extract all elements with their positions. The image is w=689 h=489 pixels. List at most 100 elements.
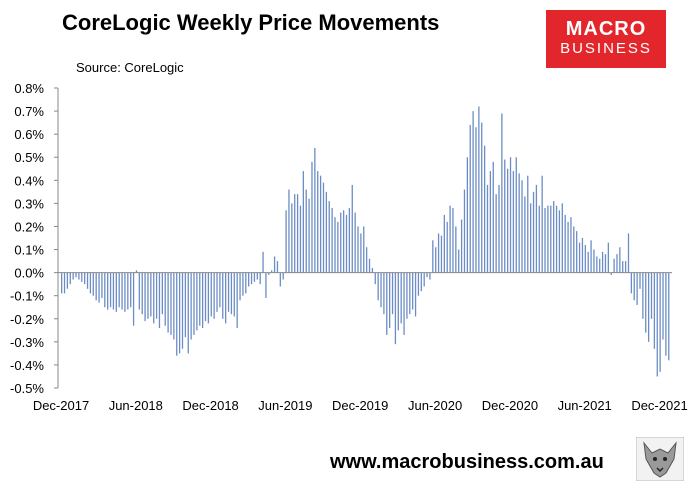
data-bar bbox=[469, 124, 471, 273]
data-bar bbox=[610, 272, 612, 275]
data-bar bbox=[578, 242, 581, 273]
data-bar bbox=[150, 272, 152, 317]
data-bar bbox=[624, 261, 627, 273]
data-bar bbox=[227, 272, 230, 312]
data-bar bbox=[590, 240, 592, 273]
data-bar bbox=[337, 221, 339, 273]
y-tick-label: 0.1% bbox=[14, 243, 44, 258]
data-bar bbox=[458, 249, 460, 273]
data-bar bbox=[368, 258, 371, 273]
data-bar bbox=[115, 272, 117, 312]
data-bar bbox=[242, 272, 244, 296]
data-bar bbox=[475, 127, 477, 273]
data-bar bbox=[78, 272, 80, 280]
data-bar bbox=[383, 272, 385, 315]
data-bar bbox=[544, 208, 546, 273]
data-bar bbox=[466, 157, 468, 273]
data-bar bbox=[406, 272, 408, 319]
data-bar bbox=[92, 272, 94, 296]
data-bar bbox=[245, 272, 247, 294]
data-bar bbox=[61, 272, 63, 294]
data-bar bbox=[296, 194, 299, 273]
data-bar bbox=[222, 272, 224, 319]
data-bar bbox=[236, 272, 238, 328]
x-tick-label: Jun-2020 bbox=[408, 398, 462, 413]
data-bar bbox=[167, 272, 169, 333]
data-bar bbox=[587, 251, 589, 273]
data-bar bbox=[279, 272, 281, 287]
data-bar bbox=[642, 272, 644, 319]
data-bar bbox=[515, 157, 517, 273]
data-bar bbox=[446, 221, 448, 273]
data-bar bbox=[455, 226, 457, 273]
data-bar bbox=[331, 208, 333, 273]
data-bar bbox=[509, 157, 512, 273]
data-bar bbox=[653, 272, 656, 349]
x-tick-label: Jun-2021 bbox=[558, 398, 612, 413]
data-bar bbox=[541, 175, 543, 273]
data-bar bbox=[389, 272, 391, 328]
data-bar bbox=[225, 272, 227, 324]
data-bar bbox=[305, 189, 307, 273]
data-bar bbox=[342, 210, 345, 273]
macrobusiness-logo: MACRO BUSINESS bbox=[546, 10, 666, 68]
y-tick-label: 0.0% bbox=[14, 266, 44, 281]
data-bar bbox=[230, 272, 233, 315]
data-bar bbox=[288, 189, 290, 273]
data-bar bbox=[210, 272, 212, 317]
data-bar bbox=[101, 272, 103, 298]
data-bar bbox=[317, 171, 319, 273]
data-bar bbox=[478, 106, 480, 273]
data-bar bbox=[132, 272, 135, 326]
data-bar bbox=[535, 184, 538, 273]
data-bar bbox=[181, 272, 184, 349]
data-bar bbox=[351, 184, 353, 273]
data-bar bbox=[204, 272, 207, 322]
data-bar bbox=[354, 212, 356, 273]
data-bar bbox=[138, 272, 140, 310]
data-bar bbox=[121, 272, 123, 310]
y-tick-label: 0.8% bbox=[14, 81, 44, 96]
data-bar bbox=[282, 272, 284, 280]
data-bar bbox=[423, 272, 425, 287]
data-bar bbox=[248, 272, 250, 287]
data-bar bbox=[596, 256, 598, 273]
data-bar bbox=[601, 251, 604, 273]
data-bar bbox=[325, 191, 328, 273]
data-bar bbox=[662, 272, 664, 340]
y-tick-label: 0.2% bbox=[14, 219, 44, 234]
data-bar bbox=[530, 203, 532, 273]
data-bar bbox=[564, 214, 566, 273]
data-bar bbox=[538, 205, 540, 273]
data-bar bbox=[104, 272, 106, 308]
data-bar bbox=[409, 272, 411, 315]
data-bar bbox=[656, 272, 658, 377]
data-bar bbox=[256, 272, 258, 280]
data-bar bbox=[319, 175, 322, 273]
y-tick-label: -0.1% bbox=[10, 289, 44, 304]
data-bar bbox=[299, 205, 302, 273]
data-bar bbox=[380, 272, 382, 308]
data-bar bbox=[314, 148, 316, 273]
data-bar bbox=[584, 244, 586, 273]
data-bar bbox=[650, 272, 653, 319]
data-bar bbox=[555, 205, 558, 273]
data-bar bbox=[550, 205, 552, 273]
data-bar bbox=[633, 272, 635, 301]
y-tick-label: -0.4% bbox=[10, 358, 44, 373]
data-bar bbox=[81, 272, 83, 282]
data-bar bbox=[213, 272, 215, 319]
data-bar bbox=[481, 122, 483, 273]
data-bar bbox=[627, 233, 630, 273]
data-bar bbox=[647, 272, 650, 342]
data-bar bbox=[391, 272, 394, 315]
data-bar bbox=[394, 272, 397, 345]
data-bar bbox=[486, 184, 489, 273]
data-bar bbox=[357, 226, 359, 273]
data-bar bbox=[112, 272, 115, 310]
data-bar bbox=[630, 272, 633, 294]
data-bar bbox=[636, 272, 638, 305]
data-bar bbox=[273, 256, 276, 273]
data-bar bbox=[547, 205, 549, 273]
